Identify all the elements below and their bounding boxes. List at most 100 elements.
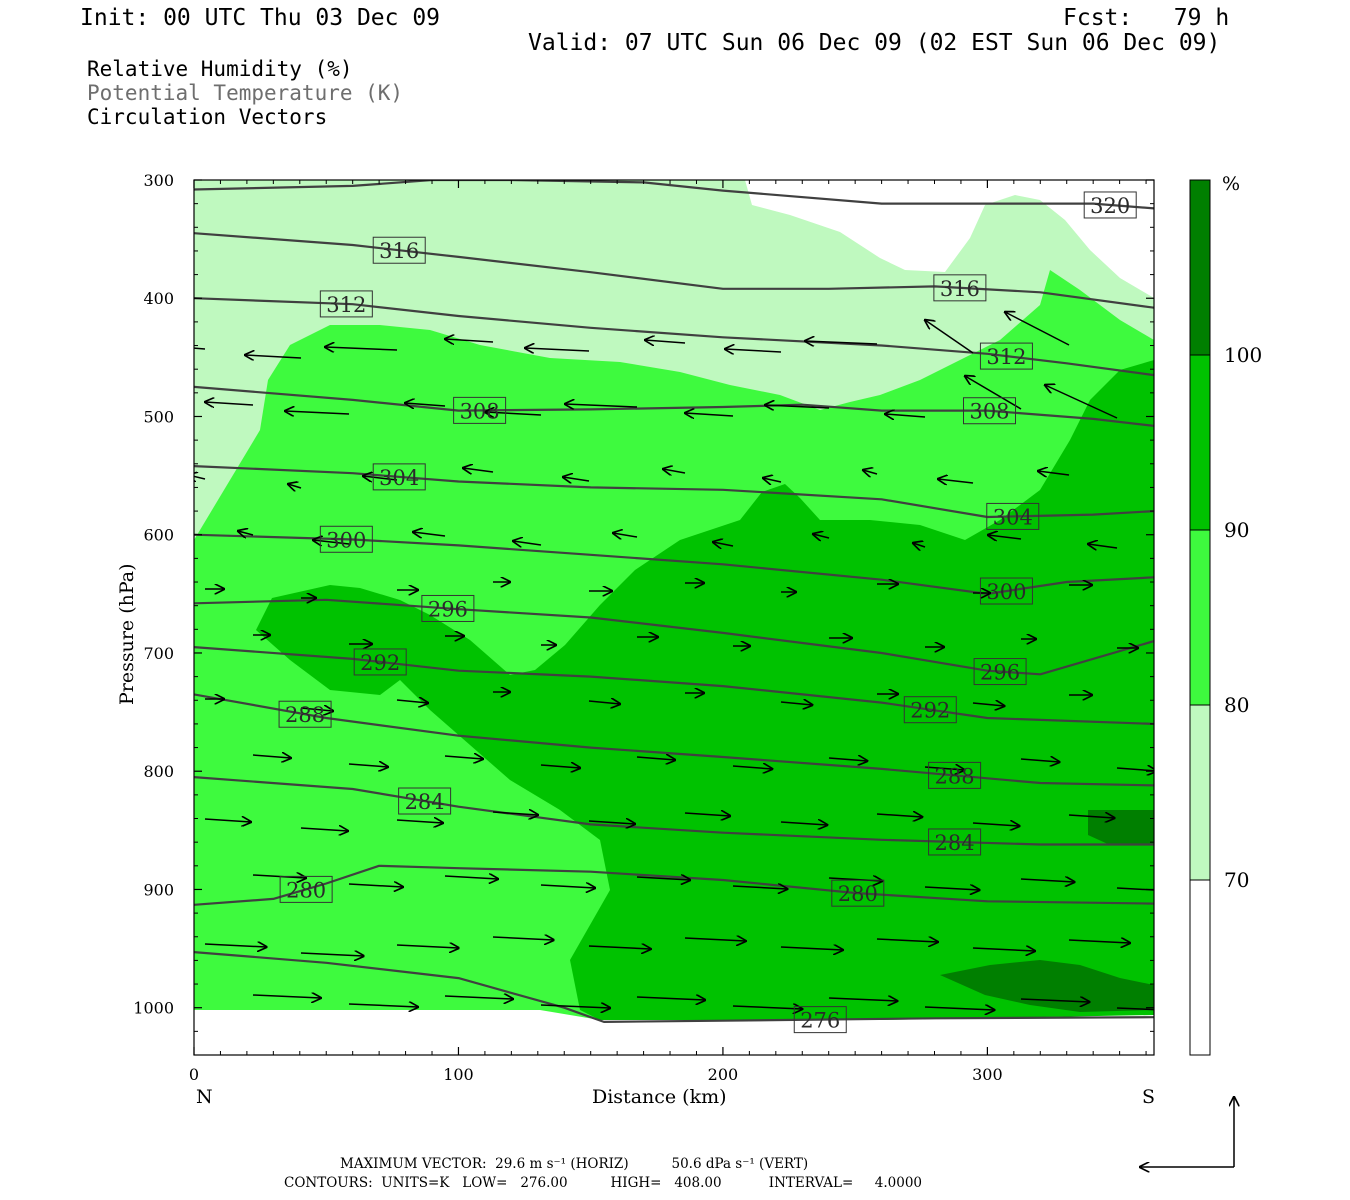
theta-label-320: 320 [1083, 191, 1137, 219]
theta-contour-labels: 276 280 280 284 284 288 288 292 292 296 296 300 300 3… [278, 191, 1137, 1034]
circulation-vector [1116, 1007, 1154, 1011]
svg-text:308: 308 [460, 399, 500, 423]
svg-text:276: 276 [800, 1009, 840, 1033]
theta-contour-288 [194, 693, 1154, 787]
circulation-vector [540, 885, 595, 888]
circulation-vector [885, 414, 926, 417]
y-tick-label: 1000 [133, 999, 174, 1018]
y-tick-label: 900 [143, 880, 174, 899]
circulation-vector [252, 755, 291, 758]
legend-rh: Relative Humidity (%) [87, 57, 353, 81]
x-end-label-south: S [1142, 1086, 1156, 1108]
circulation-vector [588, 701, 620, 704]
theta-contour-320 [194, 180, 1154, 210]
circulation-vector [300, 953, 364, 956]
theta-label-296: 296 [421, 594, 475, 622]
circulation-vector [348, 764, 388, 767]
circulation-vector [325, 347, 398, 350]
circulation-vector [1068, 815, 1114, 818]
theta-label-284: 284 [398, 787, 452, 815]
circulation-vector [348, 884, 403, 887]
theta-contour-276 [194, 951, 1154, 1023]
circulation-vector [763, 478, 782, 482]
svg-text:300: 300 [986, 580, 1026, 604]
circulation-vector [525, 348, 590, 351]
rh-colorbar: 70 80 90 100% [1189, 173, 1262, 1056]
circulation-vector [313, 540, 350, 544]
circulation-vector [396, 945, 459, 948]
colorbar-segment [1189, 529, 1211, 706]
circulation-vector [540, 765, 580, 768]
circulation-vector [972, 823, 1019, 826]
svg-text:312: 312 [326, 293, 366, 317]
circulation-vector [1088, 544, 1118, 548]
circulation-vector [732, 886, 787, 889]
circulation-vector [765, 405, 830, 408]
circulation-vector [204, 944, 267, 947]
circulation-vector [445, 339, 494, 342]
y-tick-label: 400 [143, 289, 174, 308]
circulation-vector [813, 534, 830, 538]
circulation-vector [713, 542, 734, 546]
circulation-vector [285, 411, 350, 414]
theta-label-312: 312 [319, 290, 373, 318]
theta-contour-284 [194, 776, 1154, 846]
theta-label-292: 292 [353, 648, 407, 676]
y-tick-label: 500 [143, 407, 174, 426]
circulation-vector [965, 376, 1022, 410]
valid-time: Valid: 07 UTC Sun 06 Dec 09 (02 EST Sun … [528, 30, 1221, 56]
circulation-vector [444, 756, 483, 759]
y-tick-label: 300 [143, 171, 174, 190]
circulation-vector [645, 340, 686, 343]
circulation-vector [492, 937, 554, 940]
svg-text:296: 296 [980, 661, 1020, 685]
colorbar-segment [1189, 354, 1211, 531]
theta-label-304: 304 [986, 502, 1040, 530]
theta-contour-296 [194, 598, 1154, 676]
init-time: Init: 00 UTC Thu 03 Dec 09 [80, 5, 441, 31]
circulation-vector [684, 938, 746, 941]
theta-label-316: 316 [933, 274, 987, 302]
legend-theta: Potential Temperature (K) [87, 81, 404, 105]
svg-text:304: 304 [379, 466, 419, 490]
y-tick-label: 600 [143, 526, 174, 545]
circulation-vector [513, 541, 542, 545]
circulation-vector [636, 877, 690, 880]
circulation-vector [828, 998, 897, 1001]
circulation-vector [413, 532, 446, 536]
circulation-vector [492, 812, 538, 815]
svg-text:292: 292 [910, 699, 950, 723]
terrain-fill [194, 1010, 1154, 1055]
theta-contour-292 [194, 646, 1154, 725]
circulation-vector [913, 543, 926, 547]
colorbar-segment [1189, 704, 1211, 881]
circulation-vector [444, 996, 513, 999]
circulation-vector [288, 484, 302, 488]
theta-label-288: 288 [278, 700, 332, 728]
circulation-vector [924, 767, 964, 770]
svg-text:300: 300 [326, 528, 366, 552]
svg-text:296: 296 [428, 597, 468, 621]
circulation-vector [924, 887, 979, 890]
circulation-vector [563, 477, 590, 481]
circulation-vector [828, 758, 867, 761]
theta-label-280: 280 [831, 879, 885, 907]
theta-label-276: 276 [793, 1006, 847, 1034]
circulation-vector [396, 820, 443, 823]
circulation-vector [988, 535, 1022, 539]
svg-text:284: 284 [935, 831, 975, 855]
circulation-vector [1038, 471, 1070, 475]
svg-text:280: 280 [286, 878, 326, 902]
circulation-vector [725, 349, 782, 352]
circulation-vector [348, 1004, 418, 1007]
x-tick-label: 200 [708, 1065, 739, 1084]
colorbar-segment [1189, 879, 1211, 1056]
circulation-vector [252, 875, 306, 878]
circulation-vector [245, 355, 302, 358]
circulation-vector [636, 757, 675, 760]
svg-text:312: 312 [986, 345, 1026, 369]
x-tick-label: 300 [972, 1065, 1003, 1084]
circulation-vector [1045, 385, 1118, 419]
svg-text:320: 320 [1090, 194, 1130, 218]
circulation-vector [238, 531, 254, 535]
